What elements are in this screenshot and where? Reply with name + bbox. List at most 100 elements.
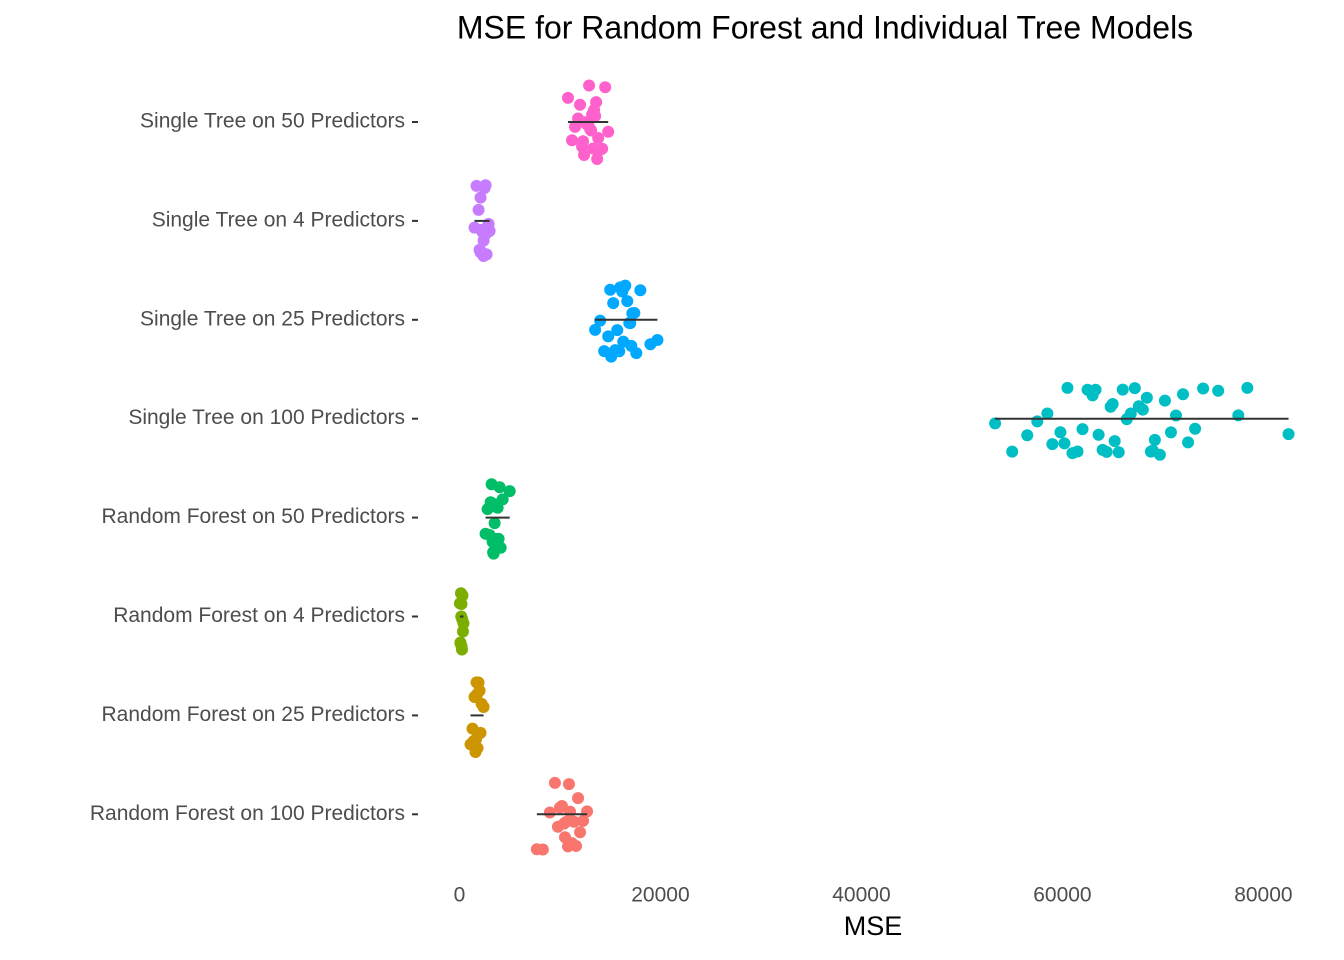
- point: [470, 733, 483, 746]
- point: [605, 350, 618, 363]
- point: [454, 637, 467, 650]
- point: [592, 131, 605, 144]
- y-tick-label: Random Forest on 4 Predictors: [113, 604, 405, 627]
- point: [1177, 388, 1190, 401]
- point: [568, 815, 581, 828]
- point: [1124, 407, 1137, 420]
- point: [475, 224, 488, 237]
- chart-title: MSE for Random Forest and Individual Tre…: [457, 9, 1193, 45]
- point: [602, 330, 615, 343]
- x-tick-label: 80000: [1234, 884, 1292, 907]
- point: [536, 843, 549, 856]
- point: [989, 417, 1002, 430]
- point: [1241, 381, 1254, 394]
- point: [1076, 423, 1089, 436]
- point: [578, 148, 591, 161]
- point: [456, 589, 469, 602]
- y-tick-label: Random Forest on 50 Predictors: [102, 505, 405, 528]
- point: [1197, 382, 1210, 395]
- y-tick-label: Random Forest on 100 Predictors: [90, 802, 405, 825]
- x-tick-label: 0: [454, 884, 466, 907]
- point: [607, 297, 620, 310]
- point: [589, 110, 602, 123]
- point: [471, 688, 484, 701]
- point: [574, 98, 587, 111]
- point: [1006, 445, 1019, 458]
- point: [548, 776, 561, 789]
- point: [1158, 394, 1171, 407]
- point: [604, 283, 617, 296]
- point: [628, 306, 641, 319]
- point: [634, 284, 647, 297]
- point: [1146, 444, 1159, 457]
- point: [1041, 407, 1054, 420]
- point: [591, 153, 604, 166]
- point: [1089, 383, 1102, 396]
- point: [1031, 415, 1044, 428]
- y-tick-label: Single Tree on 25 Predictors: [140, 307, 405, 330]
- point: [1106, 397, 1119, 410]
- point: [1046, 438, 1059, 451]
- point: [477, 700, 490, 713]
- point: [599, 81, 612, 94]
- y-tick-label: Single Tree on 100 Predictors: [128, 406, 405, 429]
- point: [572, 792, 585, 805]
- point: [1116, 383, 1129, 396]
- point: [543, 806, 556, 819]
- point: [619, 279, 632, 292]
- point: [1128, 382, 1141, 395]
- point: [602, 125, 615, 138]
- point: [562, 778, 575, 791]
- point: [1182, 436, 1195, 449]
- point: [583, 79, 596, 92]
- x-axis-title: MSE: [844, 911, 903, 941]
- point: [474, 191, 487, 204]
- point: [1092, 428, 1105, 441]
- point: [490, 538, 503, 551]
- point: [479, 179, 492, 192]
- point: [625, 339, 638, 352]
- point: [1100, 445, 1113, 458]
- point: [488, 517, 501, 530]
- point: [1071, 445, 1084, 458]
- point: [561, 91, 574, 104]
- point: [1021, 429, 1034, 442]
- point: [558, 831, 571, 844]
- y-tick-label: Random Forest on 25 Predictors: [102, 703, 405, 726]
- point: [590, 96, 603, 109]
- point: [574, 826, 587, 839]
- point: [472, 203, 485, 216]
- point: [577, 814, 590, 827]
- point: [651, 333, 664, 346]
- y-tick-label: Single Tree on 50 Predictors: [140, 110, 405, 133]
- point: [585, 124, 598, 137]
- point: [596, 142, 609, 155]
- point: [621, 295, 634, 308]
- point: [456, 613, 469, 626]
- point: [570, 839, 583, 852]
- point: [566, 134, 579, 147]
- point: [1136, 403, 1149, 416]
- point: [611, 324, 624, 337]
- y-tick-label: Single Tree on 4 Predictors: [152, 208, 405, 231]
- x-tick-label: 60000: [1033, 884, 1091, 907]
- point: [1061, 381, 1074, 394]
- point: [1189, 422, 1202, 435]
- point: [1212, 384, 1225, 397]
- point: [1108, 435, 1121, 448]
- point: [577, 135, 590, 148]
- point: [581, 805, 594, 818]
- point: [493, 481, 506, 494]
- point: [1148, 433, 1161, 446]
- x-tick-label: 20000: [631, 884, 689, 907]
- point: [1140, 391, 1153, 404]
- point: [1282, 428, 1295, 441]
- point: [1112, 446, 1125, 459]
- point: [496, 493, 509, 506]
- point: [474, 246, 487, 259]
- point: [1058, 437, 1071, 450]
- x-tick-label: 40000: [832, 884, 890, 907]
- point: [503, 485, 516, 498]
- point: [1054, 426, 1067, 439]
